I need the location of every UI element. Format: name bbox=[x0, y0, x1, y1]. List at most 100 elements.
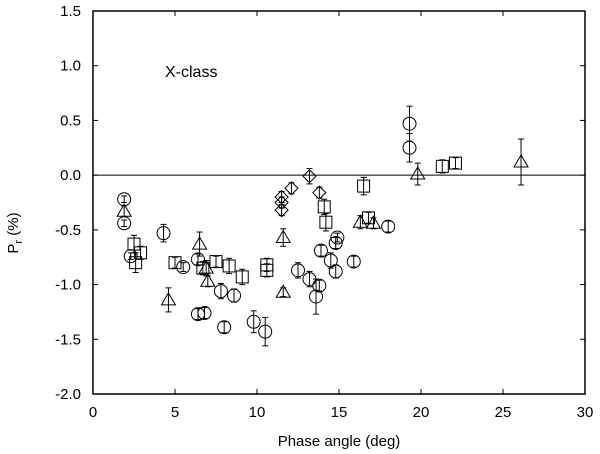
x-tick-label: 15 bbox=[331, 404, 348, 421]
data-points bbox=[116, 105, 529, 347]
x-tick-label: 20 bbox=[413, 404, 430, 421]
circle-marker bbox=[328, 264, 343, 279]
circle-marker bbox=[402, 140, 417, 155]
x-tick-label: 0 bbox=[89, 404, 97, 421]
y-axis-label-sub: r bbox=[13, 240, 25, 244]
circle-marker bbox=[197, 306, 212, 321]
data-point-diamond bbox=[312, 185, 327, 200]
data-point-square bbox=[260, 263, 274, 278]
x-axis-label: Phase angle (deg) bbox=[278, 433, 401, 450]
square-marker bbox=[319, 215, 333, 229]
circle-marker bbox=[328, 235, 343, 250]
data-point-circle bbox=[227, 288, 242, 303]
square-marker bbox=[134, 246, 148, 260]
diamond-marker bbox=[284, 181, 299, 196]
data-point-circle bbox=[346, 254, 361, 269]
data-point-square bbox=[319, 212, 333, 232]
y-tick-label: -2.0 bbox=[55, 386, 81, 403]
data-point-triangle bbox=[191, 231, 208, 257]
circle-marker bbox=[313, 243, 328, 258]
square-marker bbox=[357, 179, 371, 193]
circle-marker bbox=[190, 252, 205, 267]
y-axis-label-unit: (%) bbox=[5, 212, 22, 240]
data-point-circle bbox=[381, 219, 396, 234]
data-point-square bbox=[129, 252, 143, 274]
square-marker bbox=[317, 200, 331, 214]
data-point-square bbox=[134, 245, 148, 260]
square-marker bbox=[435, 159, 449, 173]
data-point-square bbox=[196, 261, 210, 276]
data-point-circle bbox=[291, 262, 305, 279]
data-point-square bbox=[168, 256, 182, 270]
data-point-triangle bbox=[409, 162, 426, 186]
triangle-marker bbox=[275, 284, 292, 298]
data-point-square bbox=[209, 255, 223, 269]
data-point-triangle bbox=[198, 259, 215, 277]
data-point-triangle bbox=[352, 214, 369, 230]
data-point-circle bbox=[328, 264, 343, 279]
data-point-circle bbox=[117, 216, 132, 231]
chart-annotation: X-class bbox=[165, 64, 217, 81]
data-point-triangle bbox=[275, 228, 292, 247]
triangle-marker bbox=[513, 154, 529, 168]
square-marker bbox=[168, 256, 182, 270]
data-point-circle bbox=[402, 133, 417, 163]
x-axis-ticks: 0 5 10 15 20 25 30 bbox=[89, 11, 593, 421]
triangle-marker bbox=[199, 273, 216, 287]
circle-marker bbox=[309, 289, 324, 304]
y-tick-label: 0.0 bbox=[60, 167, 81, 184]
diamond-marker bbox=[312, 185, 327, 200]
data-point-square bbox=[357, 176, 371, 196]
data-point-circle bbox=[323, 252, 338, 269]
data-point-triangle bbox=[116, 203, 133, 218]
circle-marker bbox=[156, 226, 171, 241]
data-point-circle bbox=[176, 260, 191, 275]
circle-marker bbox=[402, 116, 417, 131]
data-point-triangle bbox=[513, 138, 529, 186]
y-axis-label-main: P bbox=[5, 244, 22, 254]
circle-marker bbox=[176, 260, 191, 275]
plot-frame bbox=[92, 10, 586, 395]
y-tick-label: -0.5 bbox=[55, 222, 81, 239]
y-tick-label: -1.5 bbox=[55, 331, 81, 348]
circle-marker bbox=[330, 230, 345, 245]
y-axis-label: Pr (%) bbox=[5, 212, 25, 253]
data-point-triangle bbox=[199, 273, 216, 288]
data-point-circle bbox=[156, 223, 171, 243]
triangle-marker bbox=[275, 229, 292, 244]
x-tick-label: 5 bbox=[171, 404, 179, 421]
data-point-square bbox=[362, 211, 376, 225]
y-tick-label: -1.0 bbox=[55, 277, 81, 294]
diamond-marker bbox=[302, 169, 317, 184]
circle-marker bbox=[381, 219, 396, 234]
circle-marker bbox=[213, 284, 228, 299]
square-marker bbox=[222, 259, 236, 273]
square-marker bbox=[127, 237, 141, 251]
triangle-marker bbox=[160, 291, 177, 306]
circle-marker bbox=[291, 263, 305, 278]
data-point-circle bbox=[258, 316, 273, 347]
square-marker bbox=[362, 211, 376, 225]
triangle-marker bbox=[191, 236, 208, 250]
diamond-marker bbox=[274, 202, 289, 218]
y-tick-label: 1.5 bbox=[60, 3, 81, 20]
x-tick-label: 10 bbox=[249, 404, 266, 421]
data-point-triangle bbox=[275, 284, 292, 298]
triangle-marker bbox=[116, 203, 133, 217]
square-marker bbox=[235, 270, 249, 284]
circle-marker bbox=[246, 314, 261, 329]
square-marker bbox=[129, 256, 143, 270]
data-point-circle bbox=[330, 230, 345, 245]
square-marker bbox=[260, 263, 274, 277]
data-point-diamond bbox=[302, 168, 317, 185]
triangle-marker bbox=[365, 215, 382, 229]
square-marker bbox=[209, 255, 223, 269]
data-point-square bbox=[222, 257, 236, 275]
data-point-square bbox=[127, 234, 141, 254]
triangle-marker bbox=[409, 166, 426, 180]
x-tick-label: 25 bbox=[495, 404, 512, 421]
data-point-circle bbox=[313, 243, 328, 258]
data-point-square bbox=[317, 198, 331, 216]
data-point-diamond bbox=[274, 202, 289, 218]
